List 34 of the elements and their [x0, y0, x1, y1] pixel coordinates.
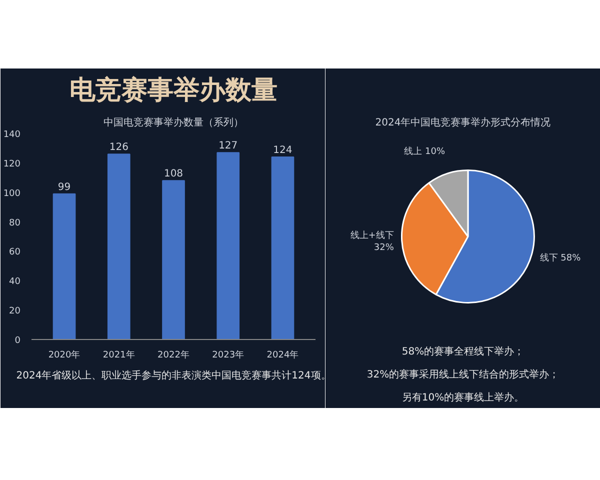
text: 2024年省级以上、职业选手参与的非表演类中国电竞赛事共计124项。: [16, 370, 331, 382]
slice-label: 线上+线下: [350, 230, 394, 242]
y-tick-label: 140: [3, 130, 21, 140]
x-tick-label: 2023年: [212, 350, 244, 360]
chart-title: 2024年中国电竞赛事举办形式分布情况: [375, 116, 551, 128]
data-label: 127: [218, 140, 238, 152]
y-tick-label: 80: [9, 218, 21, 228]
bar: [216, 152, 240, 340]
y-tick-label: 0: [14, 336, 21, 346]
x-tick-label: 2024年: [266, 350, 299, 360]
data-label: 32%: [374, 243, 394, 254]
slice-label: 线下 58%: [540, 252, 582, 264]
data-label: 108: [164, 168, 184, 180]
bar: [271, 156, 294, 340]
data-label: 124: [273, 145, 292, 156]
chart-title: 电竞赛事举办数量: [70, 76, 278, 106]
text: 32%的赛事采用线上线下结合的形式举办；: [366, 368, 560, 380]
y-tick-label: 100: [3, 188, 21, 199]
x-tick-label: 2021年: [102, 350, 135, 360]
x-tick-label: 2022年: [158, 350, 190, 360]
chart-subtitle: 中国电竞赛事举办数量（系列）: [104, 116, 244, 128]
bar: [107, 154, 130, 340]
text: 58%的赛事全程线下举办；: [402, 346, 524, 358]
y-tick-label: 20: [9, 306, 21, 317]
bar: [162, 180, 185, 340]
y-tick-label: 120: [3, 159, 21, 170]
slice-label: 线上 10%: [404, 146, 446, 158]
data-label: 126: [109, 142, 128, 154]
y-tick-label: 60: [9, 248, 21, 258]
text: 另有10%的赛事线上举办。: [402, 392, 524, 404]
data-label: 99: [58, 182, 71, 193]
x-tick-label: 2020年: [48, 350, 80, 360]
y-tick-label: 40: [9, 277, 21, 288]
bar: [52, 193, 76, 340]
